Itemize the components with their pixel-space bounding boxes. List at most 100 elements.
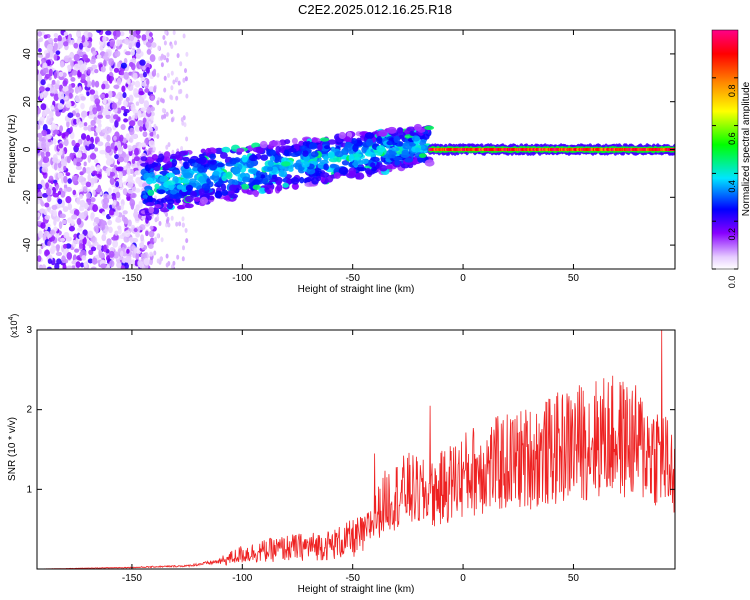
heatmap-cell [48, 68, 53, 77]
heatmap-cell [153, 85, 157, 91]
heatmap-cell [352, 144, 359, 152]
heatmap-cell [55, 184, 60, 189]
heatmap-cell [72, 239, 77, 248]
heatmap-cell [57, 103, 64, 110]
heatmap-cell [170, 215, 174, 221]
heatmap-cell [124, 37, 130, 46]
heatmap-cell [64, 95, 69, 101]
heatmap-cell [57, 41, 64, 49]
heatmap-cell [40, 79, 46, 86]
heatmap-cell [177, 204, 185, 210]
heatmap-cell [52, 209, 57, 217]
heatmap-cell [92, 222, 97, 227]
x-tick-label: 50 [568, 273, 580, 284]
heatmap-cell [126, 167, 131, 176]
heatmap-cell [127, 78, 131, 86]
heatmap-cell [123, 118, 129, 123]
heatmap-cell [76, 197, 81, 205]
heatmap-cell [73, 233, 78, 239]
heatmap-cell [120, 203, 125, 211]
heatmap-cell [166, 180, 176, 186]
heatmap-cell [292, 163, 300, 168]
heatmap-cell [164, 163, 170, 170]
heatmap-cell [47, 258, 53, 264]
heatmap-cell [280, 170, 288, 178]
heatmap-cell [62, 80, 68, 87]
heatmap-cell [39, 37, 44, 43]
heatmap-cell [78, 233, 85, 240]
heatmap-cell [132, 237, 139, 243]
heatmap-cell [393, 135, 401, 144]
heatmap-cell [80, 73, 86, 82]
heatmap-cell [85, 181, 92, 188]
heatmap-cell [57, 190, 62, 196]
heatmap-cell [134, 170, 141, 176]
heatmap-cell [365, 167, 372, 175]
heatmap-cell [185, 238, 189, 244]
heatmap-cell [41, 166, 48, 173]
heatmap-cell [131, 158, 136, 165]
heatmap-cell [146, 48, 152, 55]
heatmap-cell [110, 76, 115, 81]
heatmap-cell [75, 161, 82, 167]
heatmap-cell [175, 151, 181, 159]
heatmap-cell [95, 187, 102, 193]
heatmap-cell [160, 62, 164, 68]
heatmap-cell [104, 51, 109, 57]
heatmap-cell [122, 210, 128, 215]
heatmap-cell [53, 42, 58, 51]
heatmap-cell [45, 151, 51, 157]
heatmap-cell [137, 119, 144, 127]
heatmap-cell [267, 160, 274, 167]
heatmap-cell [76, 227, 83, 232]
heatmap-cell [114, 94, 120, 99]
heatmap-cell [115, 191, 121, 199]
heatmap-cell [59, 213, 66, 219]
heatmap-cell [63, 165, 67, 171]
heatmap-cell [112, 239, 119, 248]
heatmap-cell [148, 38, 154, 43]
heatmap-cell [74, 86, 80, 94]
heatmap-cell [124, 230, 131, 238]
heatmap-cell [82, 236, 87, 245]
heatmap-cell [135, 252, 140, 260]
heatmap-cell [54, 262, 60, 269]
heatmap-cell [99, 93, 106, 99]
snr-series-line [37, 330, 675, 569]
heatmap-cell [37, 132, 43, 138]
heatmap-cell [86, 75, 91, 82]
heatmap-cell [317, 143, 323, 151]
heatmap-cell [72, 118, 78, 125]
heatmap-cell [65, 196, 72, 204]
heatmap-cell [364, 132, 375, 139]
heatmap-cell [65, 90, 70, 96]
colorbar-tick-label: 0.6 [727, 132, 737, 145]
heatmap-cell [126, 248, 130, 254]
heatmap-cell [182, 245, 185, 251]
heatmap-cell [127, 257, 132, 266]
heatmap-cell [63, 138, 69, 147]
heatmap-cell [93, 132, 98, 137]
heatmap-cell [248, 154, 258, 162]
heatmap-cell [153, 130, 157, 136]
heatmap-cell [348, 170, 356, 178]
heatmap-cell [109, 157, 114, 165]
heatmap-cell [116, 39, 121, 47]
heatmap-cell [49, 87, 56, 94]
heatmap-cell [240, 183, 250, 190]
colorbar-tick-label: 0.8 [727, 85, 737, 98]
heatmap-cell [94, 68, 99, 74]
heatmap-cell [127, 145, 133, 152]
heatmap-cell [219, 152, 228, 159]
heatmap-cell [215, 181, 224, 186]
heatmap-cell [38, 137, 45, 142]
heatmap-cell [141, 81, 147, 87]
heatmap-cell [143, 258, 150, 266]
heatmap-cell [37, 107, 41, 115]
heatmap-cell [101, 211, 106, 216]
heatmap-cell [113, 67, 119, 73]
heatmap-cell [118, 171, 123, 180]
bottom-y-multiplier-base: (x10 [9, 320, 19, 338]
heatmap-cell [137, 259, 143, 268]
